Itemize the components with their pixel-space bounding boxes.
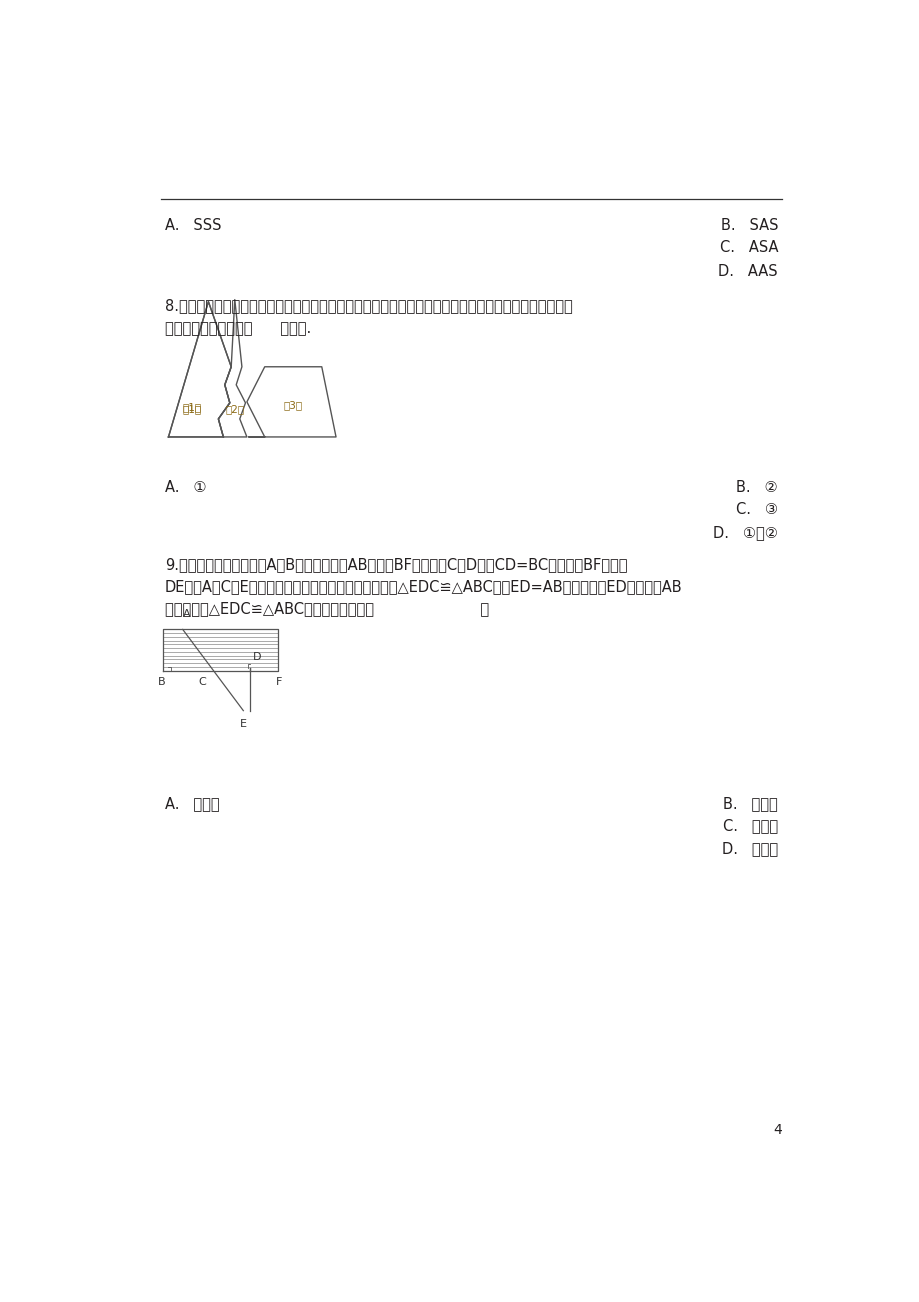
Text: C.   ③: C. ③ (735, 503, 777, 517)
Text: B: B (157, 677, 165, 686)
Text: A.   边角边: A. 边角边 (165, 796, 220, 811)
Text: A.   ①: A. ① (165, 480, 206, 495)
Text: D.   ①和②: D. ①和② (712, 525, 777, 540)
Text: 8.如图，某同学把一块三角形的玻璃打破成了三块，现在他要到玻璃店去配一块完全一样形状的玻璃，那: 8.如图，某同学把一块三角形的玻璃打破成了三块，现在他要到玻璃店去配一块完全一样… (165, 298, 572, 314)
Text: 9.测量河两岸相对的两点A，B的距离，先在AB的垂线BF上取两点C，D，使CD=BC，再定出BF的垂线: 9.测量河两岸相对的两点A，B的距离，先在AB的垂线BF上取两点C，D，使CD=… (165, 557, 627, 573)
Text: B.   SAS: B. SAS (720, 219, 777, 233)
Text: C.   ASA: C. ASA (719, 241, 777, 255)
Text: B.   ②: B. ② (736, 480, 777, 495)
Text: C.   边边角: C. 边边角 (722, 818, 777, 833)
Text: 么最省事的办法是带（      ）去配.: 么最省事的办法是带（ ）去配. (165, 320, 311, 336)
Text: F: F (276, 677, 282, 686)
Text: DE，使A，C，E在一条直线上（如图所示），可以说明△EDC≌△ABC，得ED=AB，因此测得ED的长就是AB: DE，使A，C，E在一条直线上（如图所示），可以说明△EDC≌△ABC，得ED=… (165, 579, 682, 594)
Text: 的长，判定△EDC≌△ABC最恰当的理由是（                       ）: 的长，判定△EDC≌△ABC最恰当的理由是（ ） (165, 602, 489, 616)
Text: E: E (240, 719, 246, 729)
Text: 〈2〉: 〈2〉 (225, 404, 244, 414)
Text: 〈1〉: 〈1〉 (182, 404, 201, 414)
Text: B.   角边角: B. 角边角 (722, 796, 777, 811)
Text: A: A (182, 609, 190, 620)
Text: A.   SSS: A. SSS (165, 219, 221, 233)
Text: D.   角角边: D. 角角边 (721, 841, 777, 855)
Text: D: D (253, 651, 262, 661)
Text: 〈3〉: 〈3〉 (283, 400, 302, 410)
Text: 4: 4 (772, 1122, 781, 1137)
Text: 〈1〉: 〈1〉 (182, 402, 201, 411)
Text: C: C (198, 677, 206, 686)
Text: D.   AAS: D. AAS (718, 263, 777, 279)
